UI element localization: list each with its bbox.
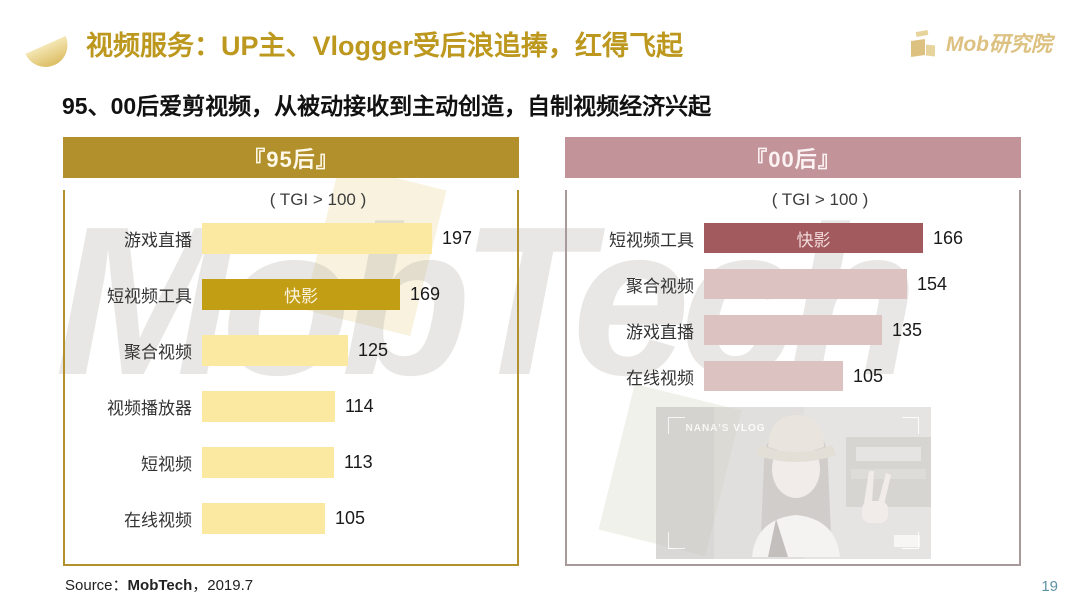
panel-00hou: 『00后』 ( TGI > 100 ) 短视频工具 快影 166 聚合视频 154 游戏直…	[565, 137, 1021, 566]
bar-label: 短视频	[141, 455, 192, 474]
bar-label: 聚合视频	[626, 276, 694, 296]
bar-label: 视频播放器	[107, 399, 192, 418]
bar-label: 短视频工具	[107, 287, 192, 306]
page-title: 视频服务：UP主、Vlogger受后浪追捧，红得飞起	[86, 31, 684, 61]
chart-bar-row: 短视频工具 快影 166	[567, 223, 1019, 253]
viewfinder-frame	[667, 532, 685, 549]
bar: 快影	[704, 223, 923, 253]
bar	[704, 315, 882, 345]
page-number: 19	[1041, 578, 1058, 595]
bar-value: 135	[892, 319, 923, 340]
source-brand: MobTech	[127, 577, 193, 594]
bar	[202, 503, 325, 534]
bar	[202, 447, 334, 478]
source-suffix: ，2019.7	[192, 577, 254, 594]
vlogger-photo: NANA'S VLOG	[655, 407, 931, 559]
bar-chart-95hou: 游戏直播 197 短视频工具 快影 169 聚合视频 125 视频播放器 114 短视频 113 在线…	[65, 223, 517, 534]
bar-value: 114	[345, 396, 374, 416]
chart-bar-row: 聚合视频 154	[567, 269, 1019, 299]
brand-logo-icon	[908, 29, 938, 57]
viewfinder-frame	[901, 532, 919, 549]
tgi-label: ( TGI > 100 )	[771, 190, 869, 209]
photo-caption: NANA'S VLOG	[685, 423, 766, 434]
viewfinder-frame	[667, 417, 685, 434]
brand-logo: Mob研究院	[908, 28, 1052, 58]
panel-00hou-header: 『00后』	[565, 137, 1021, 178]
panel-00hou-body: ( TGI > 100 ) 短视频工具 快影 166 聚合视频 154 游戏直播 135 在线…	[565, 190, 1021, 566]
source-prefix: Source：	[65, 577, 128, 594]
highlight-bar-label: 快影	[284, 287, 318, 306]
title-row: 视频服务：UP主、Vlogger受后浪追捧，红得飞起	[25, 30, 684, 74]
panel-95hou-body: ( TGI > 100 ) 游戏直播 197 短视频工具 快影 169 聚合视频 125 视频…	[63, 190, 519, 566]
chart-bar-row: 视频播放器 114	[65, 391, 517, 422]
bar-label: 聚合视频	[124, 343, 192, 362]
bar-value: 125	[358, 340, 389, 360]
chart-bar-row: 聚合视频 125	[65, 335, 517, 366]
bar-value: 105	[853, 365, 884, 386]
chart-bar-row: 在线视频 105	[567, 361, 1019, 391]
source-line: Source：MobTech，2019.7	[65, 574, 253, 595]
vlogger-photo-art	[655, 407, 931, 559]
bar-label: 在线视频	[626, 368, 694, 388]
bar-value: 166	[933, 227, 964, 248]
highlight-bar-label: 快影	[796, 230, 831, 250]
bar	[704, 361, 843, 391]
bar-label: 游戏直播	[626, 322, 694, 342]
bar: 快影	[202, 279, 400, 310]
title-accent-icon	[25, 36, 75, 74]
brand-logo-text: Mob研究院	[945, 33, 1052, 56]
bar-value: 169	[410, 284, 441, 304]
chart-bar-row: 短视频工具 快影 169	[65, 279, 517, 310]
bar	[704, 269, 907, 299]
chart-bar-row: 短视频 113	[65, 447, 517, 478]
bar-value: 154	[917, 273, 948, 294]
bar-label: 游戏直播	[124, 231, 192, 250]
bar-chart-00hou: 短视频工具 快影 166 聚合视频 154 游戏直播 135 在线视频 105	[567, 223, 1019, 391]
panel-95hou: 『95后』 ( TGI > 100 ) 游戏直播 197 短视频工具 快影 169 聚合视…	[63, 137, 519, 566]
bar	[202, 391, 335, 422]
chart-bar-row: 游戏直播 197	[65, 223, 517, 254]
viewfinder-frame	[901, 417, 919, 434]
chart-bar-row: 在线视频 105	[65, 503, 517, 534]
bar-value: 113	[344, 452, 373, 472]
bar-label: 短视频工具	[609, 230, 694, 250]
bar-value: 105	[335, 508, 366, 528]
bar-value: 197	[442, 228, 473, 248]
panel-95hou-header: 『95后』	[63, 137, 519, 178]
bar	[202, 335, 348, 366]
page-subtitle: 95、00后爱剪视频，从被动接收到主动创造，自制视频经济兴起	[62, 93, 712, 119]
chart-bar-row: 游戏直播 135	[567, 315, 1019, 345]
bar	[202, 223, 432, 254]
tgi-label: ( TGI > 100 )	[269, 190, 367, 209]
bar-label: 在线视频	[124, 511, 192, 530]
